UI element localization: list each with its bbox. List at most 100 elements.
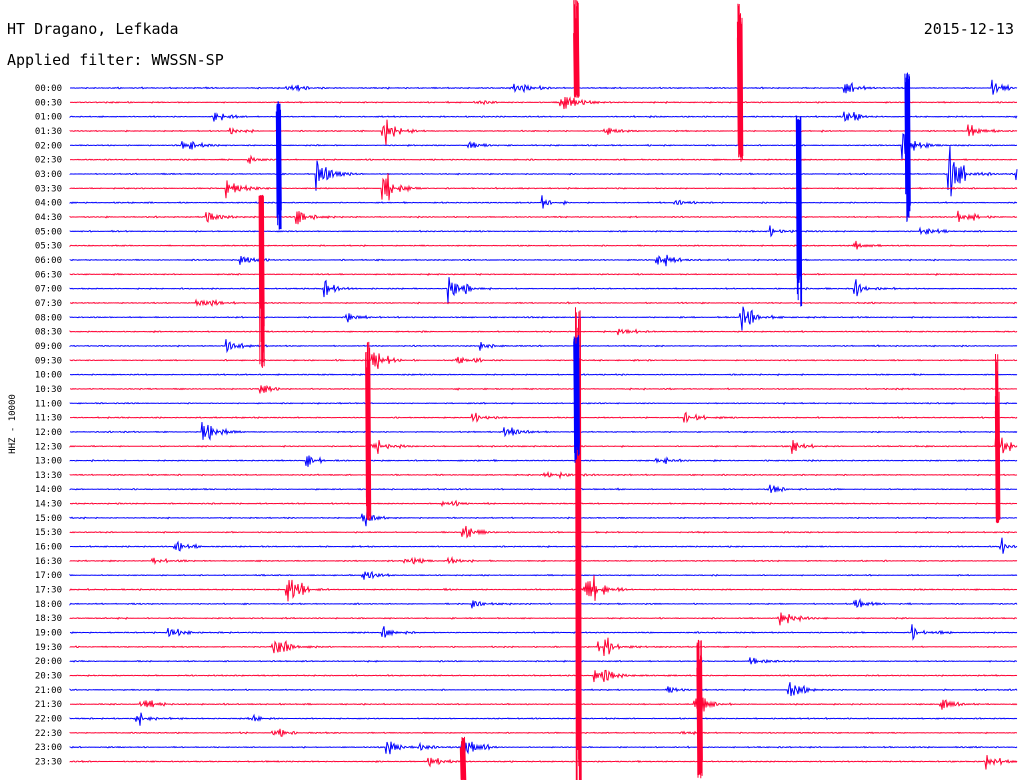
- trace-1630: [69, 556, 1018, 566]
- trace-0700: [69, 277, 1018, 303]
- event-spike: [575, 307, 582, 780]
- event-spike: [258, 194, 265, 368]
- tick-label-0600: 06:00: [35, 256, 62, 266]
- trace-1700: [69, 570, 1018, 580]
- tick-label-1600: 16:00: [35, 543, 62, 553]
- trace-0200: [69, 133, 1018, 160]
- station-title: HT Dragano, Lefkada: [7, 20, 179, 38]
- trace-1600: [69, 537, 1018, 554]
- tick-label-1800: 18:00: [35, 600, 62, 610]
- trace-0000: [70, 79, 1018, 95]
- event-spike: [736, 3, 744, 162]
- trace-0900: [69, 339, 1018, 354]
- trace-2300: [69, 740, 1018, 755]
- trace-1530: [69, 525, 1017, 539]
- tick-label-0030: 00:30: [35, 98, 62, 108]
- trace-0600: [69, 254, 1018, 267]
- trace-1230: [69, 429, 1018, 460]
- tick-label-0730: 07:30: [35, 299, 62, 309]
- tick-label-0100: 01:00: [35, 113, 62, 123]
- tick-label-2130: 21:30: [35, 700, 62, 710]
- trace-1830: [69, 612, 1018, 626]
- event-spike: [904, 72, 911, 222]
- trace-0930: [69, 352, 1018, 370]
- tick-label-0000: 00:00: [35, 84, 62, 94]
- trace-1000: [70, 373, 1018, 377]
- tick-label-0700: 07:00: [35, 285, 62, 295]
- trace-2330: [69, 755, 1018, 770]
- tick-label-0900: 09:00: [35, 342, 62, 352]
- tick-label-0800: 08:00: [35, 313, 62, 323]
- trace-2230: [69, 728, 1018, 737]
- trace-1930: [69, 637, 1018, 657]
- trace-2100: [69, 682, 1018, 697]
- event-spike: [459, 736, 467, 780]
- trace-0030: [69, 96, 1018, 110]
- trace-0300: [69, 146, 1018, 197]
- tick-label-0400: 04:00: [35, 199, 62, 209]
- trace-1900: [69, 624, 1018, 641]
- trace-1130: [70, 411, 1018, 424]
- trace-2030: [69, 669, 1018, 683]
- trace-2200: [69, 712, 1018, 726]
- trace-0330: [69, 173, 1018, 201]
- event-spike: [275, 101, 282, 230]
- tick-label-1200: 12:00: [35, 428, 62, 438]
- tick-label-0530: 05:30: [35, 242, 62, 252]
- tick-label-1330: 13:30: [35, 471, 62, 481]
- trace-1500: [69, 511, 1018, 527]
- event-spike: [696, 639, 703, 779]
- trace-0630: [69, 272, 1018, 276]
- tick-label-1000: 10:00: [35, 371, 62, 381]
- event-spike: [795, 115, 803, 307]
- trace-0130: [69, 119, 1018, 146]
- tick-label-2200: 22:00: [35, 715, 62, 725]
- tick-label-2300: 23:00: [35, 743, 62, 753]
- trace-0430: [69, 210, 1018, 225]
- trace-1730: [69, 575, 1018, 602]
- tick-label-1430: 14:30: [35, 500, 62, 510]
- trace-0230: [69, 154, 1018, 164]
- trace-1430: [69, 499, 1018, 508]
- tick-label-2230: 22:30: [35, 729, 62, 739]
- tick-label-1830: 18:30: [35, 614, 62, 624]
- tick-label-1100: 11:00: [35, 399, 62, 409]
- tick-label-1230: 12:30: [35, 442, 62, 452]
- tick-label-0200: 02:00: [35, 141, 62, 151]
- tick-label-1530: 15:30: [35, 528, 62, 538]
- tick-label-1730: 17:30: [35, 586, 62, 596]
- tick-label-1700: 17:00: [35, 571, 62, 581]
- trace-1800: [69, 597, 1018, 609]
- date-label: 2015-12-13: [923, 20, 1014, 38]
- tick-label-1300: 13:00: [35, 457, 62, 467]
- tick-label-0300: 03:00: [35, 170, 62, 180]
- tick-label-0430: 04:30: [35, 213, 62, 223]
- filter-label: Applied filter: WWSSN-SP: [7, 51, 224, 69]
- trace-1330: [69, 470, 1018, 480]
- tick-label-0830: 08:30: [35, 328, 62, 338]
- trace-1400: [69, 484, 1018, 493]
- tick-label-0500: 05:00: [35, 227, 62, 237]
- trace-1100: [69, 401, 1018, 405]
- event-spike: [365, 341, 372, 521]
- tick-label-0630: 06:30: [35, 270, 62, 280]
- tick-label-1900: 19:00: [35, 629, 62, 639]
- tick-label-0930: 09:30: [35, 356, 62, 366]
- tick-label-1500: 15:00: [35, 514, 62, 524]
- trace-0730: [69, 298, 1018, 307]
- trace-0100: [69, 111, 1018, 122]
- trace-0800: [69, 306, 1018, 331]
- event-spike: [573, 0, 580, 99]
- trace-0400: [69, 195, 1018, 209]
- trace-2000: [69, 657, 1018, 665]
- trace-0530: [69, 240, 1018, 250]
- tick-label-2000: 20:00: [35, 657, 62, 667]
- tick-label-1130: 11:30: [35, 414, 62, 424]
- tick-label-0230: 02:30: [35, 156, 62, 166]
- tick-label-1400: 14:00: [35, 485, 62, 495]
- trace-0830: [69, 328, 1018, 336]
- event-spike: [573, 335, 580, 463]
- tick-label-1930: 19:30: [35, 643, 62, 653]
- trace-0500: [69, 225, 1018, 238]
